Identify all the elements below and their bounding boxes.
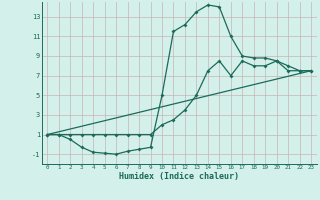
X-axis label: Humidex (Indice chaleur): Humidex (Indice chaleur) <box>119 172 239 181</box>
